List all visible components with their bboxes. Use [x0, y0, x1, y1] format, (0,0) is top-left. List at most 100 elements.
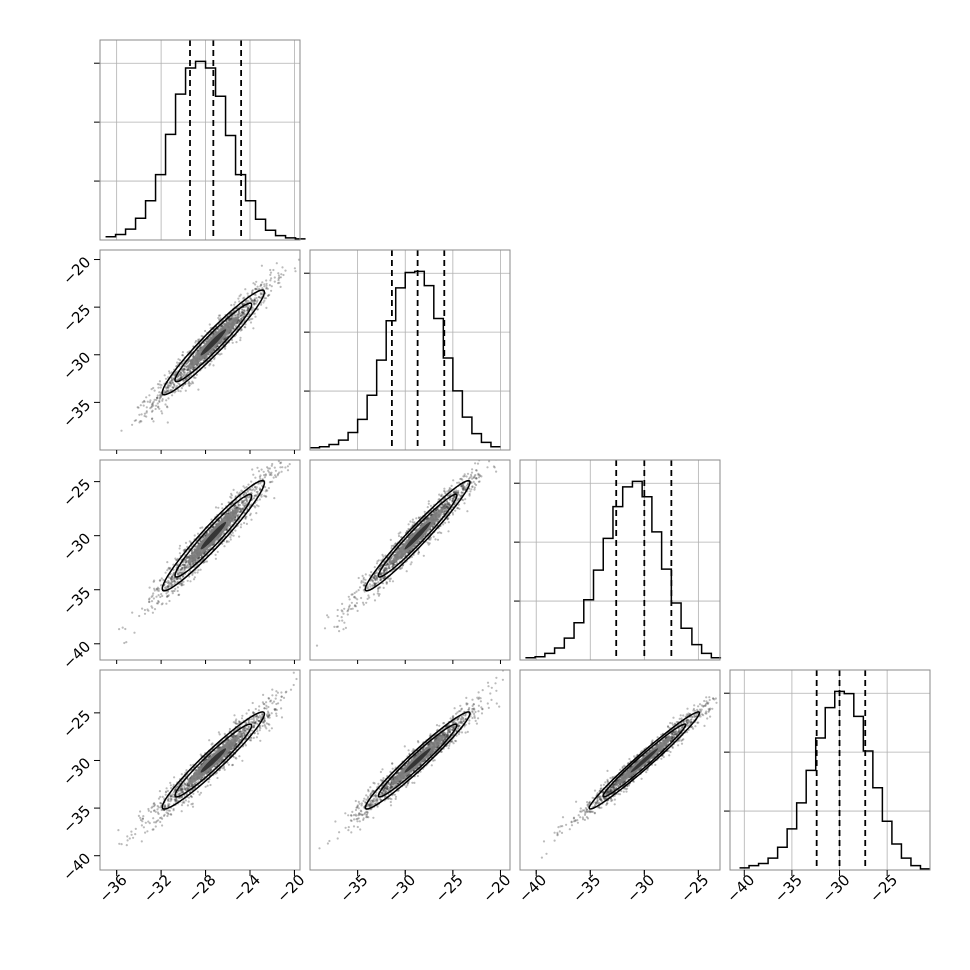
- scatter-point: [375, 562, 379, 565]
- scatter-point: [186, 579, 189, 582]
- scatter-point: [150, 388, 153, 391]
- scatter-point: [382, 571, 386, 574]
- scatter-point: [179, 787, 182, 790]
- scatter-point: [193, 366, 196, 369]
- scatter-point: [229, 737, 232, 740]
- scatter-point: [158, 380, 161, 383]
- scatter-point: [156, 396, 159, 399]
- scatter-point: [466, 482, 470, 486]
- scatter-point: [216, 328, 219, 331]
- scatter-point: [383, 575, 386, 578]
- scatter-point: [207, 780, 210, 784]
- scatter-point: [183, 786, 186, 790]
- scatter-point: [246, 500, 249, 503]
- scatter-point: [131, 423, 134, 426]
- scatter-point: [453, 496, 456, 499]
- scatter-point: [444, 505, 447, 508]
- scatter-point: [251, 306, 254, 309]
- scatter-point: [166, 385, 169, 388]
- scatter-point: [270, 464, 273, 467]
- scatter-point: [234, 314, 237, 318]
- scatter-point: [382, 576, 385, 580]
- scatter-point: [148, 394, 151, 397]
- scatter-point: [255, 486, 258, 489]
- scatter-point: [184, 563, 187, 566]
- scatter-point: [164, 571, 167, 574]
- scatter-point: [171, 577, 174, 580]
- scatter-point: [444, 503, 447, 506]
- scatter-point: [196, 349, 199, 352]
- scatter-point: [382, 569, 385, 573]
- scatter-point: [213, 358, 216, 361]
- scatter-point: [172, 809, 175, 812]
- scatter-point: [190, 550, 193, 553]
- scatter-point: [442, 505, 445, 508]
- scatter-point: [361, 574, 364, 578]
- scatter-point: [363, 584, 366, 587]
- scatter-point: [187, 555, 190, 559]
- scatter-point: [238, 319, 241, 322]
- scatter-point: [245, 491, 248, 494]
- scatter-point: [194, 560, 197, 563]
- scatter-point: [429, 513, 433, 517]
- scatter-point: [346, 613, 349, 616]
- scatter-point: [323, 627, 327, 630]
- scatter-point: [252, 716, 255, 719]
- scatter-point: [386, 563, 389, 566]
- scatter-point: [347, 609, 350, 612]
- scatter-point: [237, 741, 240, 744]
- scatter-point: [268, 471, 271, 474]
- scatter-point: [269, 456, 271, 458]
- scatter-point: [236, 491, 239, 494]
- scatter-point: [364, 573, 367, 576]
- scatter-point: [434, 510, 437, 513]
- scatter-point: [165, 399, 168, 402]
- scatter-point: [179, 376, 182, 379]
- scatter-point: [410, 555, 413, 559]
- scatter-point: [253, 302, 256, 305]
- scatter-point: [410, 561, 413, 564]
- scatter-point: [175, 371, 178, 374]
- scatter-point: [150, 595, 153, 599]
- scatter-point: [275, 690, 278, 693]
- scatter-point: [192, 368, 195, 371]
- scatter-point: [173, 373, 176, 376]
- scatter-point: [476, 462, 480, 465]
- scatter-point: [390, 556, 393, 560]
- scatter-point: [495, 452, 497, 454]
- scatter-point: [357, 576, 360, 580]
- scatter-point: [253, 719, 256, 722]
- scatter-point: [266, 714, 269, 718]
- scatter-point: [201, 526, 204, 529]
- scatter-point: [230, 534, 233, 537]
- scatter-point: [447, 517, 450, 520]
- scatter-point: [138, 614, 141, 618]
- scatter-point: [200, 777, 203, 780]
- scatter-point: [143, 414, 146, 418]
- scatter-point: [260, 493, 263, 496]
- scatter-point: [246, 307, 249, 310]
- density-contour-3: [404, 521, 431, 550]
- marginal-panel-2: [514, 459, 722, 661]
- scatter-point: [446, 501, 449, 505]
- scatter-point: [301, 441, 303, 443]
- scatter-point: [179, 577, 182, 580]
- scatter-point: [394, 542, 397, 545]
- scatter-point: [451, 499, 454, 502]
- scatter-point: [184, 787, 187, 790]
- scatter-point: [383, 569, 386, 572]
- scatter-point: [376, 560, 379, 563]
- scatter-point: [357, 589, 360, 592]
- scatter-point: [158, 383, 161, 386]
- scatter-point: [269, 273, 272, 276]
- scatter-point: [268, 729, 271, 732]
- scatter-point: [391, 563, 394, 567]
- scatter-point: [247, 483, 250, 486]
- scatter-point: [371, 579, 375, 582]
- scatter-point: [348, 605, 351, 609]
- scatter-point: [146, 830, 149, 833]
- scatter-point: [379, 586, 382, 589]
- scatter-point: [391, 565, 394, 568]
- scatter-point: [164, 804, 167, 808]
- scatter-point: [252, 327, 255, 330]
